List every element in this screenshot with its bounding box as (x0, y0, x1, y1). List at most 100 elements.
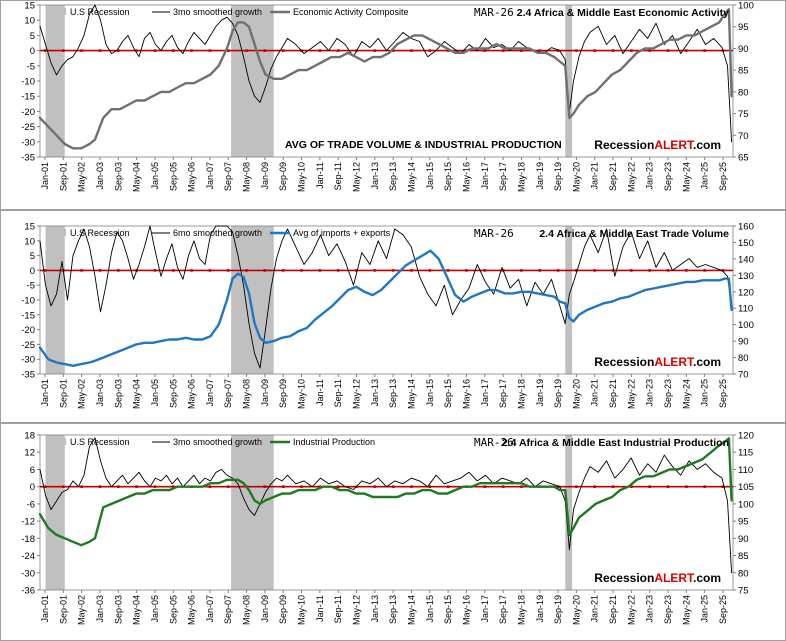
zero-line-marker (428, 49, 432, 52)
date-stamp: MAR-26 (474, 6, 514, 19)
y-right-tick-label: 85 (738, 66, 749, 77)
y-left-tick-label: -20 (21, 107, 35, 118)
y-right-tick-label: 100 (738, 499, 754, 510)
legend-label-recession: U.S Recession (70, 437, 130, 447)
y-left-tick-label: -30 (21, 355, 35, 366)
trade-volume-panel: 15 10 5 0 -5 -10 -15 -20 -25 -30 -35 160 150 140 130 12… (0, 210, 786, 423)
y-left-tick-label: -15 (21, 92, 35, 103)
x-tick-label: Jan-05 (150, 595, 160, 623)
y-right-tick-label: 90 (738, 534, 749, 545)
zero-line-marker (410, 269, 413, 272)
y-left-tick-label: 10 (24, 236, 35, 247)
x-tick-label: Jan-01 (40, 595, 50, 623)
x-tick-label: Jan-21 (590, 379, 600, 407)
zero-line-marker (648, 49, 652, 52)
x-tick-label: Jan-17 (480, 162, 490, 190)
x-tick-label: Jan-01 (40, 379, 50, 407)
x-tick-label: May-10 (297, 162, 307, 192)
x-tick-label: Jan-17 (480, 379, 490, 407)
zero-line-marker (630, 269, 633, 272)
zero-line-marker (446, 49, 450, 52)
y-left-tick-label: 0 (30, 482, 35, 493)
y-right-tick-label: 160 (738, 222, 754, 233)
zero-line-marker (685, 49, 688, 52)
panel-title: 2.4 Africa & Middle East Trade Volume (539, 228, 729, 240)
x-tick-label: Sep-15 (443, 379, 453, 408)
y-left-tick-label: -15 (21, 310, 35, 321)
zero-line-marker (556, 485, 560, 488)
y-right-tick-label: 100 (738, 1, 754, 12)
x-tick-label: May-18 (516, 162, 526, 192)
panel-frame (0, 0, 786, 210)
y-right-tick-label: 150 (738, 238, 754, 249)
x-tick-label: Sep-11 (333, 162, 343, 190)
series-line (39, 4, 733, 143)
y-left-tick-label: -25 (21, 340, 35, 351)
brand-suffix: .com (693, 571, 721, 585)
zero-line-marker (428, 485, 432, 488)
legend-label-level: Avg of imports + exports (293, 228, 391, 238)
x-tick-label: Jan-13 (370, 162, 380, 190)
y-left-tick-label: 10 (24, 16, 35, 27)
zero-line-marker (208, 269, 212, 272)
zero-line-marker (153, 49, 157, 52)
x-tick-label: May-16 (461, 379, 471, 409)
y-left-tick-label: -20 (21, 325, 35, 336)
x-tick-label: May-14 (406, 162, 416, 192)
recession-band (231, 5, 274, 157)
x-tick-label: Sep-21 (608, 379, 618, 408)
x-tick-label: Sep-03 (113, 595, 123, 624)
x-tick-label: Jan-25 (700, 595, 710, 623)
legend-label-growth: 6mo smoothed growth (173, 228, 262, 238)
zero-line-marker (62, 49, 65, 52)
zero-line-marker (263, 485, 267, 488)
zero-line-marker (226, 269, 230, 272)
x-tick-label: Jan-19 (535, 595, 545, 623)
zero-line-marker (575, 269, 578, 272)
x-tick-label: Jan-15 (425, 162, 435, 190)
zero-line-marker (263, 49, 267, 52)
zero-line-marker (520, 485, 523, 488)
zero-line-marker (62, 485, 65, 488)
zero-line-marker (43, 49, 47, 52)
y-left-tick-label: -5 (27, 281, 35, 292)
zero-line-marker (391, 485, 395, 488)
x-tick-label: Jan-19 (535, 162, 545, 190)
recession-band (565, 435, 573, 590)
zero-line-marker (703, 485, 706, 488)
y-left-tick-label: -10 (21, 77, 35, 88)
legend-swatch-recession (52, 229, 66, 236)
x-tick-label: Jan-13 (370, 379, 380, 407)
x-tick-label: May-16 (461, 162, 471, 192)
zero-line-marker (116, 269, 120, 272)
y-left-tick-label: -6 (27, 499, 35, 510)
x-tick-label: Sep-15 (443, 595, 453, 624)
zero-line-marker (190, 49, 193, 52)
y-right-tick-label: 115 (738, 448, 753, 459)
y-left-tick-label: -12 (21, 517, 35, 528)
brand-suffix: .com (693, 138, 721, 152)
zero-line-marker (171, 269, 175, 272)
panel-title: 2.4 Africa & Middle East Economic Activi… (517, 7, 729, 19)
x-tick-label: Jan-15 (425, 379, 435, 407)
zero-line-marker (208, 485, 212, 488)
legend-label-recession: U.S Recession (70, 7, 130, 17)
x-tick-label: Jan-11 (315, 379, 325, 406)
zero-line-marker (648, 485, 652, 488)
x-tick-label: May-04 (132, 595, 142, 625)
zero-line-marker (336, 269, 340, 272)
x-tick-label: Jan-25 (700, 379, 710, 407)
x-tick-label: May-04 (132, 162, 142, 192)
x-tick-label: May-02 (77, 379, 87, 409)
x-tick-label: Sep-25 (718, 379, 728, 408)
x-tick-label: Jan-05 (150, 162, 160, 190)
x-tick-label: Jan-09 (260, 162, 270, 190)
zero-line-marker (593, 269, 597, 272)
y-right-tick-label: 110 (738, 304, 753, 315)
panel-frame (0, 210, 786, 423)
y-right-tick-label: 130 (738, 271, 754, 282)
zero-line-marker (98, 49, 102, 52)
x-tick-label: Jan-23 (645, 379, 655, 407)
y-right-tick-label: 65 (738, 153, 749, 164)
x-tick-label: Jan-05 (150, 379, 160, 407)
